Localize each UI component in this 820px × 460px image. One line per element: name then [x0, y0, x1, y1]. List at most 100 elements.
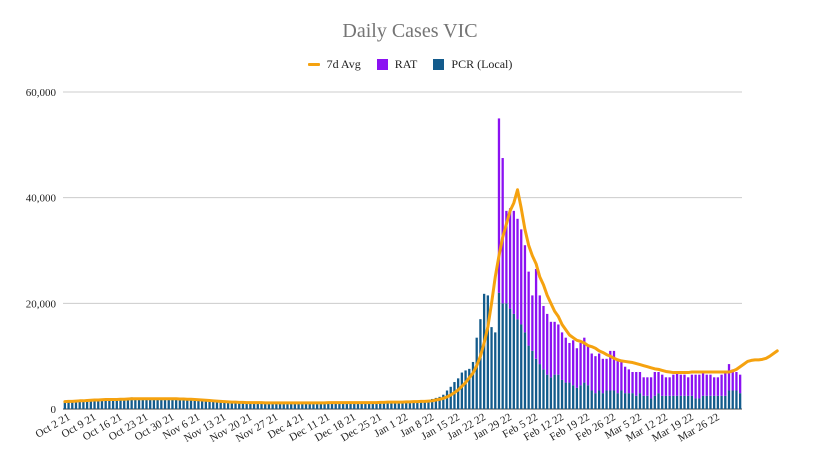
bar-pcr — [512, 313, 515, 409]
bar-rat — [616, 358, 619, 394]
bar-pcr — [271, 402, 274, 409]
bar-rat — [527, 271, 530, 346]
bar-pcr — [293, 402, 297, 409]
bar-pcr — [371, 402, 374, 409]
bar-pcr — [115, 399, 118, 409]
bar-rat — [661, 374, 664, 396]
bar-pcr — [471, 361, 475, 409]
bar-pcr — [353, 402, 356, 409]
bar-pcr — [204, 401, 207, 409]
bar-pcr — [319, 402, 323, 409]
bar-rat — [649, 377, 653, 399]
bar-pcr — [193, 400, 196, 409]
bar-rat — [505, 210, 508, 304]
bar-rat — [512, 210, 515, 314]
bar-pcr — [360, 403, 363, 409]
bar-pcr — [160, 399, 163, 409]
bar-rat — [609, 350, 612, 391]
bar-rat — [631, 372, 634, 394]
bar-rat — [560, 332, 564, 380]
bar-rat — [579, 342, 582, 386]
bar-pcr — [583, 382, 586, 409]
bar-pcr — [705, 395, 708, 409]
bar-pcr — [698, 398, 701, 409]
bar-rat — [638, 372, 642, 394]
bar-pcr — [738, 393, 742, 409]
bar-pcr — [215, 401, 219, 409]
bar-pcr — [575, 387, 579, 409]
bar-rat — [549, 321, 553, 378]
y-tick-label: 20,000 — [26, 298, 57, 310]
bar-pcr — [312, 403, 315, 409]
bar-pcr — [457, 378, 460, 409]
bar-pcr — [67, 401, 70, 409]
bar-pcr — [649, 398, 653, 409]
bar-rat — [523, 245, 527, 333]
bar-pcr — [208, 401, 211, 409]
bar-rat — [542, 305, 545, 370]
bar-rat — [612, 350, 616, 391]
bar-pcr — [735, 390, 738, 409]
bar-pcr — [464, 370, 467, 409]
bar-pcr — [282, 403, 285, 409]
bar-pcr — [468, 368, 471, 409]
bar-pcr — [557, 374, 560, 409]
bar-rat — [664, 377, 668, 396]
bar-rat — [687, 377, 690, 396]
bar-pcr — [664, 395, 668, 409]
bar-pcr — [731, 390, 734, 409]
bar-pcr — [349, 402, 352, 409]
bar-pcr — [438, 396, 441, 409]
bar-pcr — [564, 382, 567, 409]
bar-pcr — [638, 393, 642, 409]
bar-pcr — [635, 395, 638, 409]
bar-rat — [601, 358, 605, 394]
bar-rat — [501, 158, 504, 304]
legend-swatch-7d-avg — [307, 63, 320, 66]
bar-pcr — [657, 393, 660, 409]
bar-pcr — [249, 402, 252, 409]
bar-rat — [668, 377, 671, 396]
bar-pcr — [156, 398, 159, 409]
bar-pcr — [401, 401, 404, 409]
bar-rat — [713, 377, 716, 396]
bar-pcr — [297, 402, 300, 409]
bar-rat — [635, 372, 638, 396]
bar-rat — [690, 374, 694, 396]
bar-pcr — [553, 374, 556, 409]
legend-swatch-pcr — [433, 59, 445, 70]
bar-pcr — [531, 350, 534, 409]
bar-pcr — [572, 385, 575, 409]
bar-rat — [594, 356, 597, 394]
bar-pcr — [330, 402, 334, 409]
legend-item-pcr: PCR (Local) — [433, 57, 512, 72]
bar-pcr — [497, 292, 501, 409]
bar-pcr — [538, 364, 541, 409]
bar-rat — [508, 208, 512, 309]
legend: 7d Avg RAT PCR (Local) — [0, 57, 820, 72]
bar-pcr — [171, 398, 174, 409]
bar-pcr — [230, 402, 233, 409]
bar-pcr — [501, 303, 504, 409]
bar-rat — [679, 374, 682, 396]
bar-pcr — [390, 401, 393, 409]
bar-pcr — [646, 395, 649, 409]
bar-pcr — [549, 377, 553, 409]
y-tick-label: 40,000 — [26, 193, 57, 205]
bar-pcr — [560, 379, 564, 409]
bar-pcr — [527, 345, 530, 409]
bar-pcr — [709, 395, 712, 409]
bar-pcr — [364, 402, 367, 409]
bar-pcr — [508, 308, 512, 409]
bar-pcr — [345, 402, 348, 409]
bar-pcr — [405, 401, 408, 409]
bar-rat — [727, 364, 731, 391]
bar-rat — [538, 295, 541, 365]
bar-pcr — [408, 401, 412, 409]
bar-pcr — [111, 400, 115, 409]
bar-rat — [531, 295, 534, 351]
bar-pcr — [130, 397, 133, 409]
bar-pcr — [661, 395, 664, 409]
bar-pcr — [119, 398, 122, 409]
